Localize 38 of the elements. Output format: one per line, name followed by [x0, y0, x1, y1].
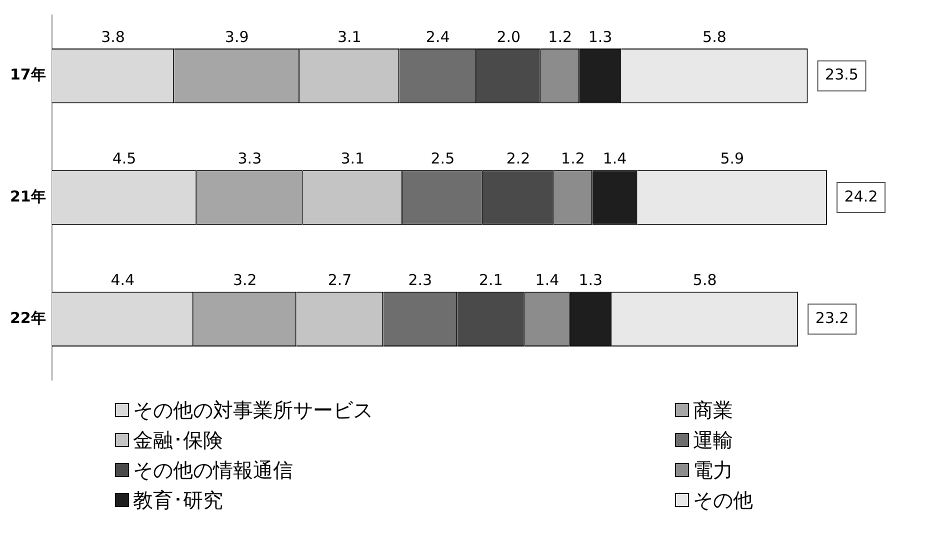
data-label: 5.8 [692, 271, 717, 290]
legend-label: 金融･保険 [133, 427, 223, 454]
y-tick-label: 22年 [10, 309, 46, 328]
data-label: 3.3 [238, 150, 262, 168]
data-label: 3.2 [232, 271, 257, 290]
data-label: 1.4 [602, 150, 627, 168]
data-label: 2.3 [408, 271, 432, 290]
data-label: 1.3 [578, 271, 603, 290]
y-tick-label: 21年 [10, 187, 46, 206]
legend-label: 電力 [693, 457, 733, 484]
data-label: 2.1 [478, 271, 503, 290]
total-label: 23.2 [815, 309, 849, 328]
total-label: 23.5 [825, 66, 858, 84]
data-label: 2.5 [430, 150, 455, 168]
data-label: 4.5 [112, 150, 136, 168]
legend-label: その他の対事業所サービス [133, 397, 373, 424]
data-label: 2.0 [496, 28, 521, 46]
data-label: 1.4 [535, 271, 560, 290]
legend-label: その他の情報通信 [133, 457, 293, 484]
legend-label: その他 [693, 487, 753, 514]
data-label: 4.4 [110, 271, 135, 290]
data-label: 2.4 [426, 28, 450, 46]
data-label: 2.2 [506, 150, 530, 168]
legend-label: 商業 [693, 397, 733, 424]
data-label: 1.3 [588, 28, 612, 46]
legend-label: 運輸 [693, 427, 733, 454]
total-label: 24.2 [844, 187, 878, 206]
y-tick-label: 17年 [10, 66, 46, 84]
data-label: 3.9 [224, 28, 249, 46]
data-label: 3.8 [101, 28, 125, 46]
data-label: 5.8 [702, 28, 726, 46]
data-label: 2.7 [328, 271, 352, 290]
data-label: 3.1 [337, 28, 362, 46]
data-label: 1.2 [561, 150, 585, 168]
data-label: 3.1 [340, 150, 365, 168]
data-label: 1.2 [548, 28, 572, 46]
data-label: 5.9 [720, 150, 744, 168]
legend-label: 教育･研究 [133, 487, 223, 514]
